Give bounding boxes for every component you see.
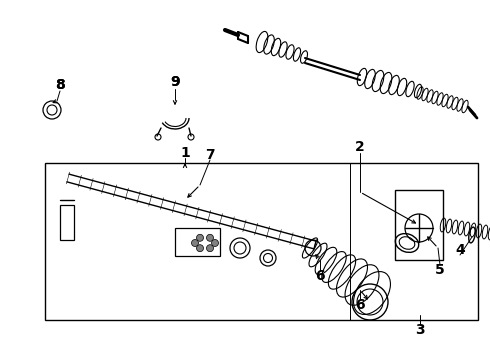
- Text: 9: 9: [170, 75, 180, 89]
- Text: 4: 4: [455, 243, 465, 257]
- Circle shape: [196, 245, 203, 252]
- Circle shape: [206, 234, 214, 241]
- Text: 6: 6: [355, 298, 365, 312]
- Bar: [395, 190, 443, 260]
- Text: 7: 7: [205, 148, 215, 162]
- Bar: [60, 205, 74, 240]
- Text: 1: 1: [180, 146, 190, 160]
- Text: 8: 8: [55, 78, 65, 92]
- Text: 6: 6: [315, 269, 325, 283]
- Circle shape: [192, 239, 198, 247]
- Bar: [175, 228, 220, 256]
- Bar: [45, 163, 478, 320]
- Text: 9: 9: [170, 75, 180, 89]
- Text: 2: 2: [355, 140, 365, 154]
- Circle shape: [212, 239, 219, 247]
- Text: 3: 3: [415, 323, 425, 337]
- Circle shape: [196, 234, 203, 241]
- Text: 5: 5: [435, 263, 445, 277]
- Circle shape: [206, 245, 214, 252]
- Text: 8: 8: [55, 78, 65, 92]
